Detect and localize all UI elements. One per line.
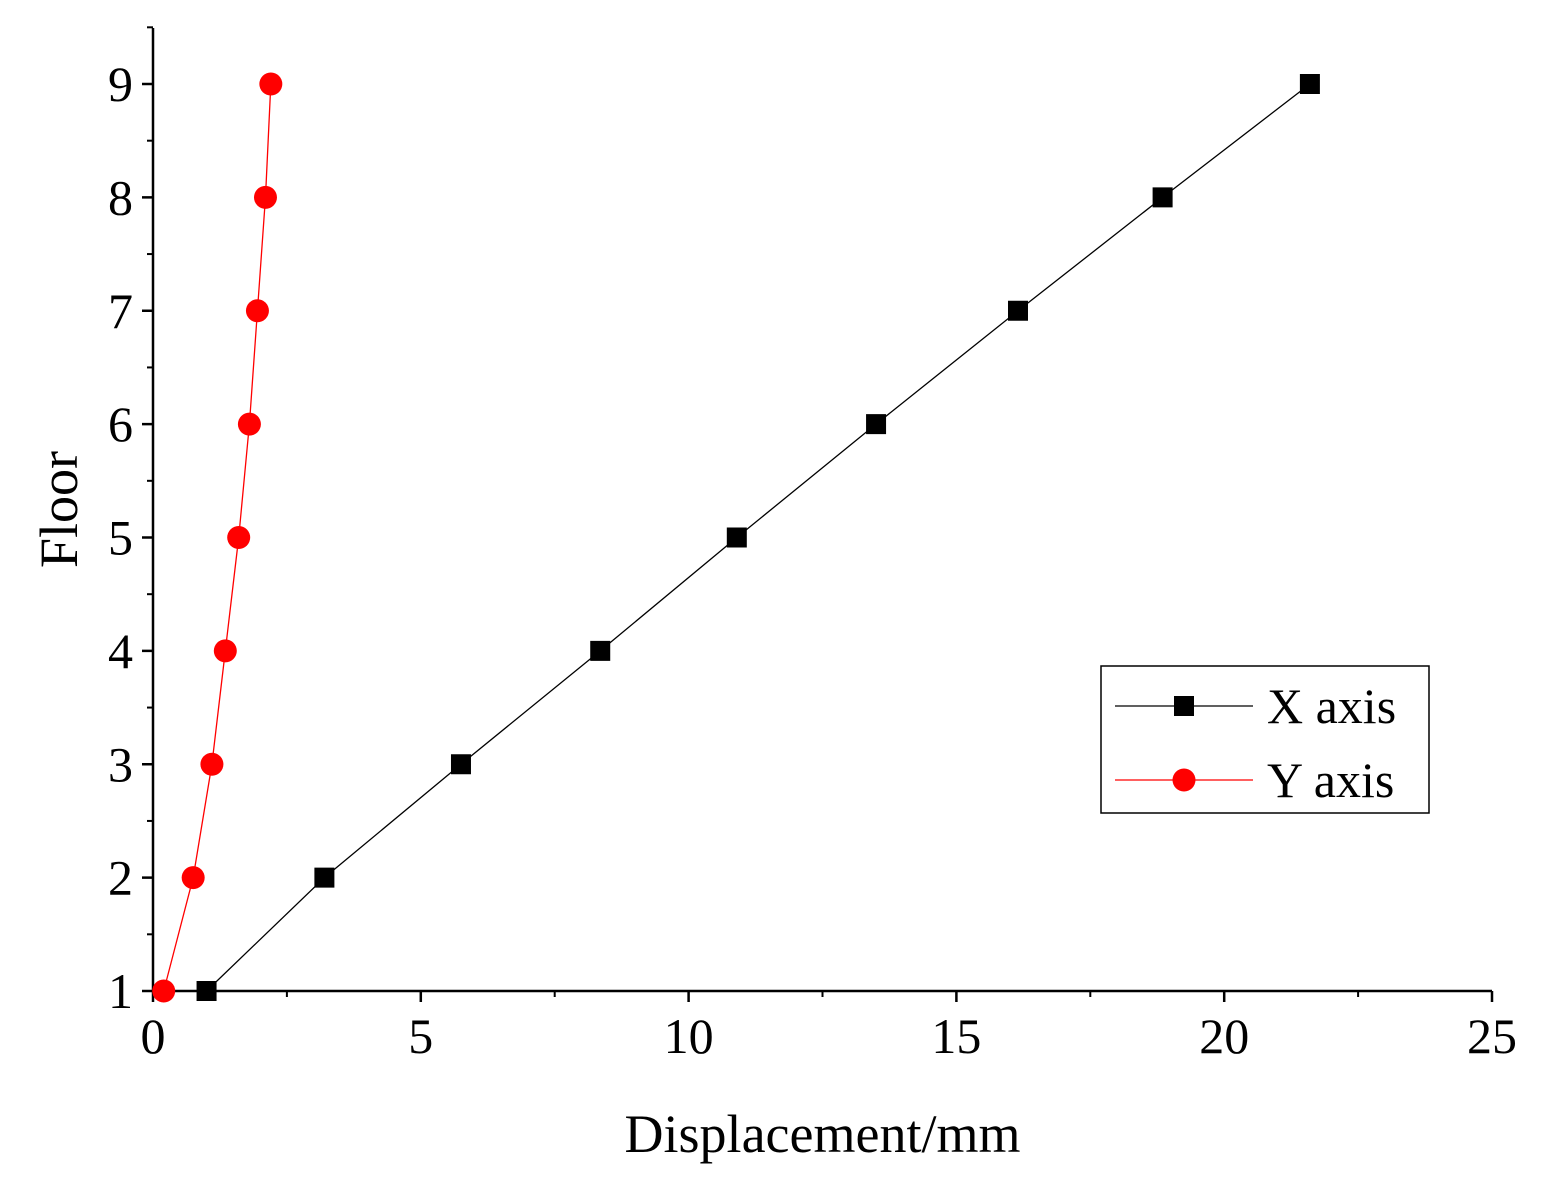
series-layer <box>152 72 1320 1003</box>
data-point <box>152 979 176 1003</box>
y-tick-label: 6 <box>108 396 133 452</box>
legend-marker <box>1174 696 1194 716</box>
y-tick-label: 9 <box>108 56 133 112</box>
data-point <box>253 185 277 209</box>
data-point <box>213 639 237 663</box>
data-point <box>200 752 224 776</box>
data-point <box>314 867 335 888</box>
legend-label: X axis <box>1267 678 1396 734</box>
y-tick-label: 5 <box>108 510 133 566</box>
series-2 <box>152 72 283 1003</box>
data-point <box>1299 74 1320 94</box>
data-point <box>450 754 471 775</box>
axes: 0 5 10 15 20 25 1 2 3 4 5 6 7 8 9 <box>108 26 1517 1064</box>
legend-box <box>1100 665 1430 814</box>
x-tick-label: 5 <box>408 1008 433 1064</box>
x-tick-label: 25 <box>1467 1008 1517 1064</box>
y-tick-label: 1 <box>108 963 133 1019</box>
y-tick-label: 3 <box>108 736 133 792</box>
data-point <box>726 527 747 548</box>
data-point <box>1152 187 1173 208</box>
data-point <box>181 866 205 890</box>
x-axis-title: Displacement/mm <box>625 1104 1021 1164</box>
y-tick-label: 2 <box>108 850 133 906</box>
data-point <box>590 640 611 661</box>
data-point <box>866 414 887 435</box>
data-point <box>237 412 261 436</box>
series-line <box>206 83 1311 992</box>
data-point <box>1007 300 1028 321</box>
x-tick-label: 0 <box>141 1008 166 1064</box>
y-tick-label: 4 <box>108 623 133 679</box>
legend-marker <box>1172 768 1196 792</box>
y-tick-label: 7 <box>108 283 133 339</box>
data-point <box>196 981 217 1001</box>
x-tick-label: 20 <box>1199 1008 1249 1064</box>
y-axis-title: Floor <box>29 451 89 568</box>
data-point <box>245 299 269 323</box>
legend: X axis Y axis <box>1100 665 1430 814</box>
data-point <box>259 72 283 96</box>
data-point <box>227 526 251 549</box>
x-tick-label: 10 <box>664 1008 714 1064</box>
series-1 <box>196 74 1320 1001</box>
legend-label: Y axis <box>1267 752 1394 808</box>
x-tick-label: 15 <box>931 1008 981 1064</box>
series-line <box>163 83 272 992</box>
y-tick-label: 8 <box>108 169 133 225</box>
